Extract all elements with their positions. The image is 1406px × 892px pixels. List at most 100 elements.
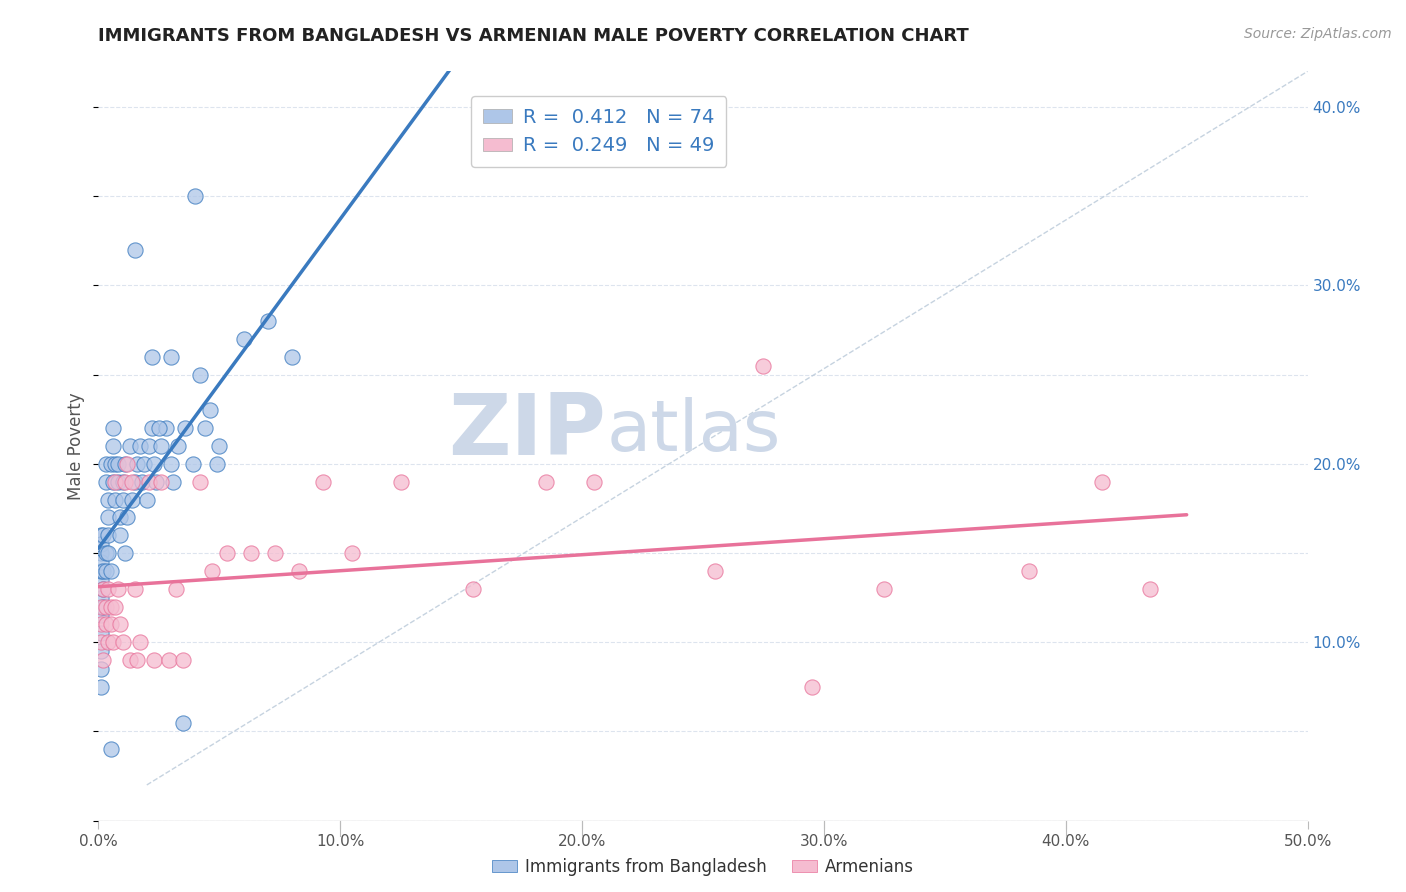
Point	[91, 582, 114, 596]
Text: Source: ZipAtlas.com: Source: ZipAtlas.com	[1244, 27, 1392, 41]
Point	[128, 635, 150, 649]
Point	[107, 457, 129, 471]
Point	[174, 421, 197, 435]
Point	[172, 653, 194, 667]
Point	[873, 582, 896, 596]
Point	[135, 492, 157, 507]
Point	[101, 635, 124, 649]
Point	[111, 492, 134, 507]
Point	[97, 546, 120, 560]
Point	[143, 457, 166, 471]
Point	[100, 617, 122, 632]
Point	[90, 537, 112, 551]
Point	[97, 510, 120, 524]
Point	[90, 546, 112, 560]
Point	[188, 368, 211, 382]
Point	[198, 403, 221, 417]
Point	[124, 243, 146, 257]
Legend: R =  0.412   N = 74, R =  0.249   N = 49: R = 0.412 N = 74, R = 0.249 N = 49	[471, 96, 727, 167]
Point	[150, 475, 173, 489]
Point	[162, 475, 184, 489]
Point	[90, 528, 112, 542]
Point	[232, 332, 254, 346]
Point	[108, 510, 131, 524]
Point	[148, 421, 170, 435]
Point	[94, 564, 117, 578]
Point	[463, 582, 485, 596]
Point	[114, 475, 136, 489]
Point	[104, 457, 127, 471]
Point	[100, 457, 122, 471]
Point	[208, 439, 231, 453]
Point	[118, 653, 141, 667]
Point	[288, 564, 311, 578]
Text: IMMIGRANTS FROM BANGLADESH VS ARMENIAN MALE POVERTY CORRELATION CHART: IMMIGRANTS FROM BANGLADESH VS ARMENIAN M…	[98, 27, 969, 45]
Point	[157, 653, 180, 667]
Point	[172, 715, 194, 730]
Point	[104, 599, 127, 614]
Point	[127, 457, 149, 471]
Point	[141, 350, 163, 364]
Point	[1139, 582, 1161, 596]
Point	[160, 350, 183, 364]
Point	[90, 591, 112, 605]
Point	[131, 475, 153, 489]
Legend: Immigrants from Bangladesh, Armenians: Immigrants from Bangladesh, Armenians	[485, 852, 921, 883]
Point	[91, 653, 114, 667]
Point	[91, 564, 114, 578]
Point	[97, 582, 120, 596]
Point	[583, 475, 606, 489]
Point	[800, 680, 823, 694]
Point	[167, 439, 190, 453]
Point	[188, 475, 211, 489]
Point	[94, 599, 117, 614]
Point	[155, 421, 177, 435]
Point	[90, 564, 112, 578]
Point	[90, 662, 112, 676]
Point	[239, 546, 262, 560]
Point	[97, 528, 120, 542]
Point	[101, 475, 124, 489]
Point	[101, 439, 124, 453]
Point	[138, 439, 160, 453]
Point	[100, 564, 122, 578]
Point	[100, 599, 122, 614]
Text: ZIP: ZIP	[449, 390, 606, 473]
Point	[121, 475, 143, 489]
Point	[118, 439, 141, 453]
Point	[90, 635, 112, 649]
Point	[389, 475, 412, 489]
Point	[107, 582, 129, 596]
Point	[91, 599, 114, 614]
Point	[107, 475, 129, 489]
Point	[165, 582, 187, 596]
Point	[117, 457, 139, 471]
Point	[90, 573, 112, 587]
Point	[150, 439, 173, 453]
Point	[104, 492, 127, 507]
Point	[90, 626, 112, 640]
Point	[128, 439, 150, 453]
Point	[127, 653, 149, 667]
Point	[704, 564, 727, 578]
Point	[184, 189, 207, 203]
Point	[143, 653, 166, 667]
Point	[342, 546, 364, 560]
Point	[752, 359, 775, 373]
Point	[281, 350, 304, 364]
Point	[1018, 564, 1040, 578]
Point	[124, 582, 146, 596]
Point	[97, 492, 120, 507]
Point	[534, 475, 557, 489]
Point	[1091, 475, 1114, 489]
Point	[90, 599, 112, 614]
Point	[117, 510, 139, 524]
Point	[114, 457, 136, 471]
Text: atlas: atlas	[606, 397, 780, 466]
Point	[108, 528, 131, 542]
Point	[94, 617, 117, 632]
Point	[264, 546, 287, 560]
Point	[111, 635, 134, 649]
Point	[94, 546, 117, 560]
Point	[194, 421, 217, 435]
